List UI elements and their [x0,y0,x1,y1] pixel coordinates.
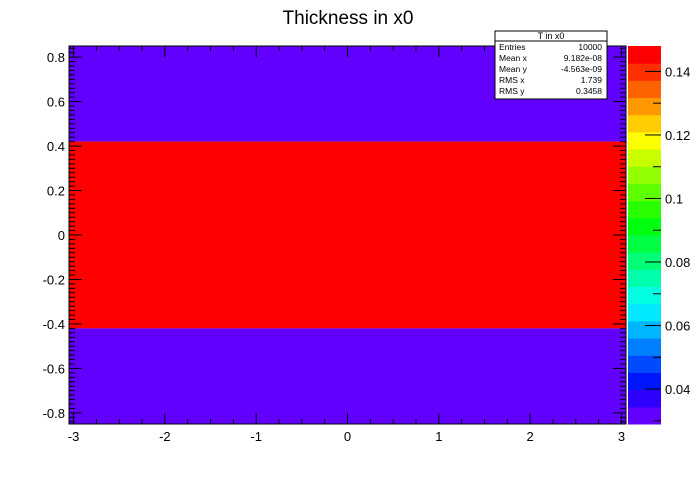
x-tick-label: 0 [344,429,351,444]
x-tick-label: -1 [250,429,262,444]
y-tick-label: 0.6 [47,95,65,110]
color-scale-swatch [628,303,661,322]
color-scale-swatch [628,46,661,64]
y-tick-label: 0 [58,228,65,243]
plot-area [69,46,626,424]
color-scale-swatch [628,355,661,373]
x-tick-label: 2 [527,429,534,444]
y-tick-label: -0.8 [43,406,65,421]
color-scale-swatch [628,80,661,99]
statistics-box-title: T in x0 [538,31,565,41]
color-scale-swatch [628,166,661,184]
color-scale-tick-label: 0.08 [665,255,690,270]
color-scale-swatch [628,269,661,288]
color-scale-swatch [628,372,661,391]
color-scale-tick-label: 0.14 [665,64,690,79]
color-scale-tick-label: 0.04 [665,382,690,397]
statistics-box: T in x0 Entries 10000 Mean x 9.182e-08 Mean … [494,30,608,100]
statistics-row-label: RMS y [499,86,525,96]
x-tick-label: 1 [435,429,442,444]
color-scale-tick-label: 0.1 [665,191,683,206]
color-scale-swatch [628,389,661,408]
statistics-row-value: 10000 [578,42,602,52]
x-tick-label: -2 [159,429,171,444]
heatmap-cell-1 [69,141,626,329]
color-scale-swatch [628,183,661,202]
color-scale-tick-label: 0.12 [665,128,690,143]
color-scale-swatch [628,131,661,150]
statistics-row-value: 9.182e-08 [564,53,603,63]
x-axis: -3 -2 -1 0 1 2 3 [68,46,625,444]
statistics-row-value: 1.739 [581,75,603,85]
y-tick-label: 0.8 [47,50,65,65]
color-scale-swatch [628,149,661,167]
statistics-row-label: Entries [499,42,525,52]
y-tick-label: -0.4 [43,317,65,332]
color-scale-swatch [628,200,661,219]
heatmap-cell-2 [69,328,626,424]
color-scale-swatch [628,114,661,133]
x-tick-label: 3 [618,429,625,444]
statistics-row-label: RMS x [499,75,525,85]
y-tick-label: 0.2 [47,184,65,199]
x-tick-label: -3 [68,429,80,444]
color-scale-tick-label: 0.06 [665,319,690,334]
color-scale-swatch [628,97,661,116]
statistics-row-value: -4.563e-09 [561,64,602,74]
y-tick-label: 0.4 [47,139,65,154]
y-tick-label: -0.6 [43,361,65,376]
color-scale-swatch [628,338,661,356]
statistics-row-label: Mean x [499,53,528,63]
y-tick-label: -0.2 [43,272,65,287]
color-scale-swatch [628,63,661,81]
statistics-row-value: 0.3458 [576,86,602,96]
statistics-box-frame [494,30,608,100]
color-scale-bar: 0.04 0.06 0.08 0.1 0.12 0.14 [628,46,690,425]
chart-title: Thickness in x0 [283,8,414,29]
color-scale-swatch [628,320,661,339]
color-scale-swatch [628,286,661,305]
y-axis: -0.8 -0.6 -0.4 -0.2 0 0.2 0.4 0.6 0.8 [43,47,626,423]
statistics-row-label: Mean y [499,64,528,74]
color-scale-swatch [628,217,661,236]
color-scale-swatch [628,235,661,253]
color-scale-swatch [628,252,661,270]
statistics-box-rows: Entries 10000 Mean x 9.182e-08 Mean y -4.563e… [499,42,602,96]
color-scale-swatch [628,406,661,425]
